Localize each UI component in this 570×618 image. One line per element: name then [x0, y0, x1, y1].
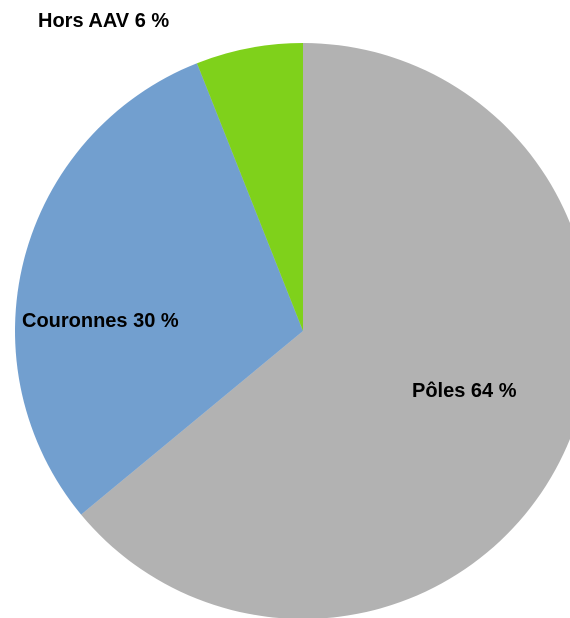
slice-value: 30 % — [133, 310, 179, 332]
slice-label: Hors AAV 6 % — [38, 10, 169, 32]
slice-value: 64 % — [471, 380, 517, 402]
slice-label: Couronnes 30 % — [22, 310, 179, 332]
slice-category: Couronnes — [22, 310, 128, 332]
pie-slice — [81, 43, 570, 618]
slice-label: Pôles 64 % — [412, 380, 517, 402]
pie-slice — [14, 63, 304, 515]
slice-category: Hors AAV — [38, 10, 130, 32]
pie-slice — [196, 43, 303, 331]
slice-category: Pôles — [412, 380, 465, 402]
slice-value: 6 % — [135, 10, 170, 32]
